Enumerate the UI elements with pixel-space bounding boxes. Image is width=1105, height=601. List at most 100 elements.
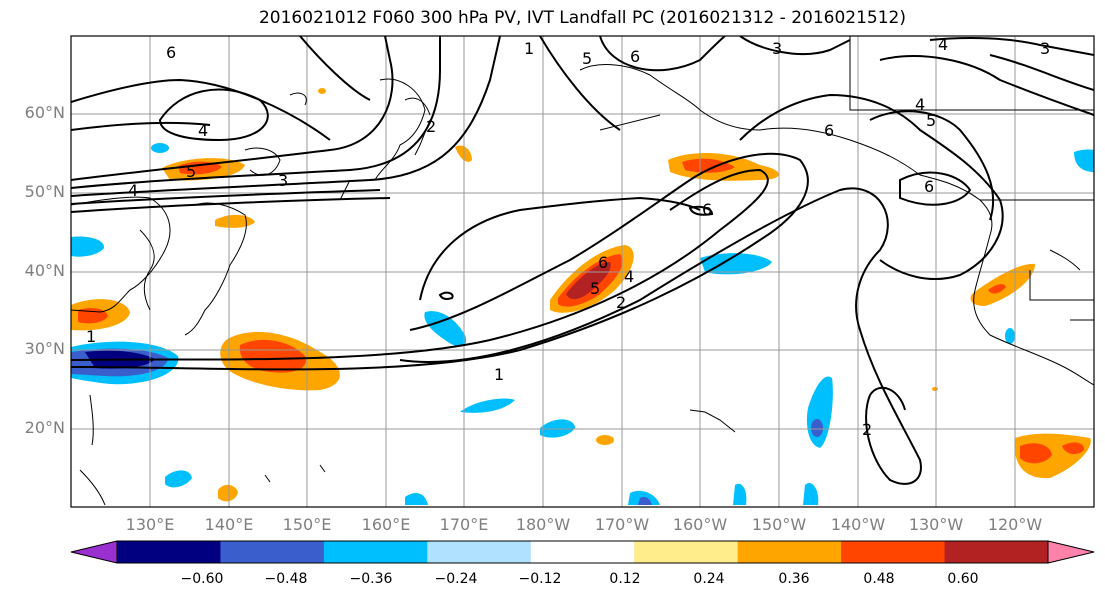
colorbar-segment bbox=[530, 541, 635, 563]
colorbar-segment bbox=[220, 541, 325, 563]
lat-label: 30°N bbox=[24, 339, 65, 358]
colorbar-tick-label: 0.24 bbox=[693, 571, 725, 587]
negative-anomaly-region bbox=[1074, 149, 1094, 172]
colorbar-tick-label: −0.12 bbox=[518, 571, 562, 587]
colorbar-segment bbox=[841, 541, 946, 563]
colorbar-tick-label: 0.36 bbox=[778, 571, 810, 587]
positive-anomaly-region bbox=[1062, 442, 1085, 455]
negative-anomaly-region bbox=[806, 376, 833, 448]
positive-anomaly-region bbox=[218, 484, 238, 502]
contour-label: 3 bbox=[1040, 39, 1050, 58]
positive-anomaly-region bbox=[1020, 443, 1052, 464]
contour-label: 5 bbox=[590, 279, 600, 298]
contour-label: 2 bbox=[426, 117, 436, 136]
contour-label: 1 bbox=[494, 365, 504, 384]
colorbar-extend-low bbox=[71, 541, 117, 563]
map-title: 2016021012 F060 300 hPa PV, IVT Landfall… bbox=[258, 8, 906, 28]
lon-label: 120°W bbox=[987, 515, 1043, 534]
colorbar bbox=[70, 540, 1095, 564]
colorbar-segment bbox=[117, 541, 221, 563]
lon-label: 150°W bbox=[751, 515, 807, 534]
colorbar-segment bbox=[737, 541, 842, 563]
negative-anomaly-region bbox=[71, 236, 105, 257]
pv-contours bbox=[71, 36, 1094, 485]
negative-anomaly-region bbox=[424, 311, 467, 347]
contour-label: 4 bbox=[198, 121, 208, 140]
colorbar-tick-label: −0.24 bbox=[434, 571, 478, 587]
lat-label: 20°N bbox=[24, 418, 65, 437]
positive-anomaly-region bbox=[932, 387, 938, 391]
positive-anomaly-region bbox=[682, 158, 735, 173]
contour-label: 6 bbox=[702, 200, 712, 219]
colorbar-outline-left bbox=[70, 540, 118, 564]
positive-anomaly-region bbox=[239, 339, 306, 373]
positive-anomaly-region bbox=[318, 88, 326, 94]
lon-label: 140°E bbox=[204, 515, 254, 534]
negative-anomaly-region bbox=[1005, 328, 1015, 344]
contour-label: 4 bbox=[915, 95, 925, 114]
contour-label: 6 bbox=[630, 47, 640, 66]
lon-label: 160°W bbox=[672, 515, 728, 534]
positive-anomaly-region bbox=[596, 435, 614, 445]
negative-anomaly-region bbox=[460, 398, 515, 413]
negative-anomaly-region bbox=[811, 419, 823, 437]
colorbar-tick-label: 0.12 bbox=[609, 571, 641, 587]
negative-anomaly-region bbox=[151, 143, 169, 153]
negative-anomaly-region bbox=[803, 482, 819, 505]
lon-label: 150°E bbox=[282, 515, 332, 534]
colorbar-tick-label: −0.36 bbox=[349, 571, 393, 587]
shading-layer bbox=[71, 88, 1094, 505]
lon-label: 130°E bbox=[125, 515, 175, 534]
contour-label: 6 bbox=[924, 177, 934, 196]
colorbar-tick-label: 0.60 bbox=[947, 571, 979, 587]
colorbar-segment bbox=[427, 541, 532, 563]
contour-label: 4 bbox=[624, 267, 634, 286]
lat-label: 40°N bbox=[24, 261, 65, 280]
negative-anomaly-region bbox=[540, 419, 575, 438]
contour-label: 1 bbox=[86, 327, 96, 346]
colorbar-tick-label: −0.48 bbox=[264, 571, 308, 587]
positive-anomaly-region bbox=[988, 284, 1006, 294]
lon-label: 170°W bbox=[594, 515, 650, 534]
contour-label: 6 bbox=[598, 253, 608, 272]
colorbar-segment bbox=[323, 541, 428, 563]
lat-label: 50°N bbox=[24, 182, 65, 201]
positive-anomaly-region bbox=[178, 161, 222, 175]
colorbar-tick-label: 0.48 bbox=[863, 571, 895, 587]
contour-label: 1 bbox=[524, 39, 534, 58]
contour-label: 5 bbox=[926, 111, 936, 130]
graticule bbox=[71, 36, 1094, 507]
negative-anomaly-region bbox=[405, 493, 428, 505]
contour-label: 3 bbox=[772, 39, 782, 58]
colorbar-segment bbox=[944, 541, 1049, 563]
contour-label: 2 bbox=[616, 293, 626, 312]
lat-label: 60°N bbox=[24, 103, 65, 122]
lon-label: 140°W bbox=[830, 515, 886, 534]
lon-label: 160°E bbox=[361, 515, 411, 534]
lon-label: 180°W bbox=[515, 515, 571, 534]
negative-anomaly-region bbox=[165, 470, 192, 488]
colorbar-extend-high bbox=[1048, 541, 1094, 563]
contour-label: 6 bbox=[824, 121, 834, 140]
lon-label: 130°W bbox=[908, 515, 964, 534]
contour-label: 4 bbox=[938, 35, 948, 54]
colorbar-segment bbox=[634, 541, 739, 563]
contour-label: 2 bbox=[862, 420, 872, 439]
lon-label: 170°E bbox=[439, 515, 489, 534]
negative-anomaly-region bbox=[638, 496, 652, 505]
contour-label: 5 bbox=[582, 49, 592, 68]
contour-label: 3 bbox=[278, 171, 288, 190]
contour-label: 5 bbox=[186, 162, 196, 181]
map-frame bbox=[70, 35, 1095, 508]
colorbar-outline-right bbox=[1047, 540, 1095, 564]
contour-label: 4 bbox=[128, 181, 138, 200]
contour-label: 6 bbox=[166, 43, 176, 62]
negative-anomaly-region bbox=[733, 483, 747, 505]
positive-anomaly-region bbox=[215, 214, 255, 228]
positive-anomaly-region bbox=[566, 262, 611, 300]
negative-anomaly-region bbox=[700, 253, 772, 275]
contour-labels-group: 6 4 5 3 4 1 2 6 5 3 4 4 5 3 6 6 6 6 5 4 … bbox=[86, 35, 1050, 439]
colorbar-outline bbox=[116, 540, 1049, 564]
colorbar-tick-label: −0.60 bbox=[180, 571, 224, 587]
